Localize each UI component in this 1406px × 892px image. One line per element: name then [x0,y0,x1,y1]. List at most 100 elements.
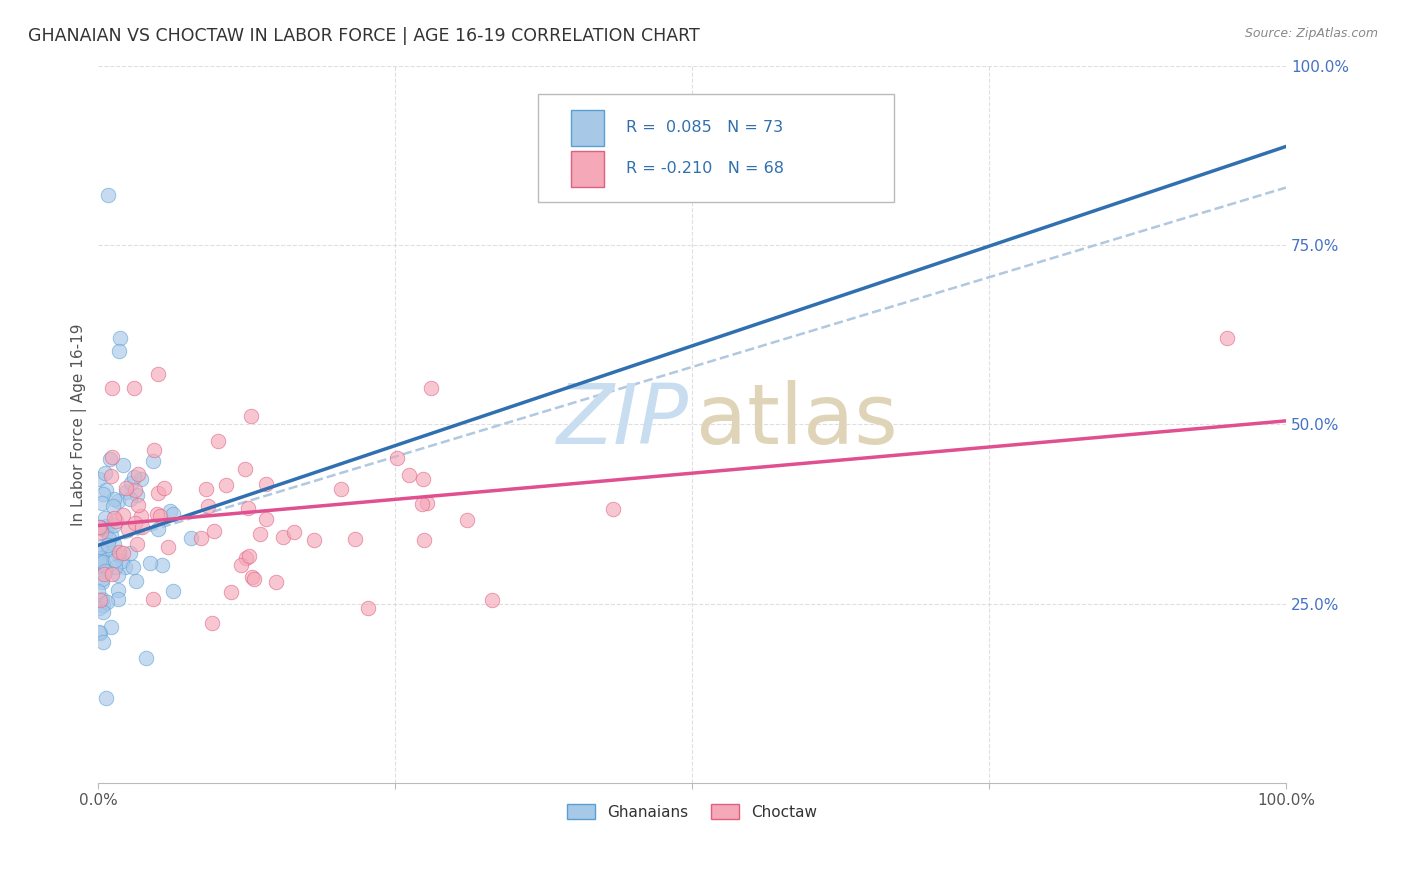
Point [416,496,439,510]
Point [107,568,129,582]
Point [89,551,111,566]
Point [87,583,110,598]
Point [146,486,169,500]
Point [142,454,165,468]
Point [101,566,124,581]
Point [89,593,111,607]
Point [91,496,114,510]
Point [233,461,256,475]
Point [207,434,229,448]
Point [117,522,139,536]
Point [122,560,145,574]
Point [97,541,120,556]
Point [107,548,129,562]
Text: R = -0.210   N = 68: R = -0.210 N = 68 [626,161,783,176]
Point [111,458,134,473]
Point [104,560,127,574]
Point [103,510,125,524]
Point [114,560,136,574]
Point [413,533,436,547]
Point [125,488,148,502]
Point [97,538,120,552]
Point [190,532,212,546]
Point [148,522,170,536]
Point [131,472,153,486]
Point [264,575,287,590]
Point [87,471,110,485]
Point [89,600,111,615]
Point [89,625,111,640]
Text: atlas: atlas [696,380,897,461]
Point [197,499,219,513]
Point [398,468,420,483]
Point [94,519,117,533]
Point [122,469,145,483]
Point [110,554,132,568]
Text: R =  0.085   N = 73: R = 0.085 N = 73 [626,120,783,135]
Point [89,540,111,554]
Point [125,537,148,551]
Point [91,550,114,565]
Point [87,554,110,568]
Point [411,498,433,512]
Point [90,521,112,535]
Point [103,518,125,533]
Point [101,500,124,514]
Point [97,533,120,547]
Point [93,566,115,581]
Point [94,524,117,538]
Point [100,619,122,633]
Point [90,524,112,539]
Point [138,556,160,570]
Point [90,572,112,586]
Point [148,509,170,524]
Text: GHANAIAN VS CHOCTAW IN LABOR FORCE | AGE 16-19 CORRELATION CHART: GHANAIAN VS CHOCTAW IN LABOR FORCE | AGE… [28,27,700,45]
Point [344,532,367,546]
Point [240,409,263,423]
Point [602,502,624,516]
Point [94,561,117,575]
Point [103,492,125,507]
Point [129,509,152,524]
Point [96,690,118,705]
Point [115,485,138,500]
Point [131,520,153,534]
Point [456,513,478,527]
Point [89,519,111,533]
Point [412,472,434,486]
Point [90,557,112,571]
Point [91,599,114,613]
Legend: Ghanaians, Choctaw: Ghanaians, Choctaw [561,797,823,826]
Point [219,585,242,599]
Point [108,545,131,559]
Text: ZIP: ZIP [557,380,689,461]
Point [91,487,114,501]
Point [97,187,120,202]
Point [180,531,202,545]
Point [271,530,294,544]
Point [283,525,305,540]
Point [104,552,127,566]
Point [215,478,238,492]
Point [91,574,114,589]
Point [90,591,112,606]
Point [357,601,380,615]
Point [124,483,146,498]
Point [202,524,225,538]
Point [107,591,129,606]
Point [231,558,253,573]
Point [100,469,122,483]
Point [114,481,136,495]
Point [120,476,142,491]
FancyBboxPatch shape [571,151,605,186]
Point [481,592,503,607]
Point [93,522,115,536]
Point [236,501,259,516]
Point [101,381,124,395]
Point [235,551,257,566]
Point [157,540,180,554]
Point [100,528,122,542]
Point [107,582,129,597]
Point [146,507,169,521]
Point [254,512,277,526]
